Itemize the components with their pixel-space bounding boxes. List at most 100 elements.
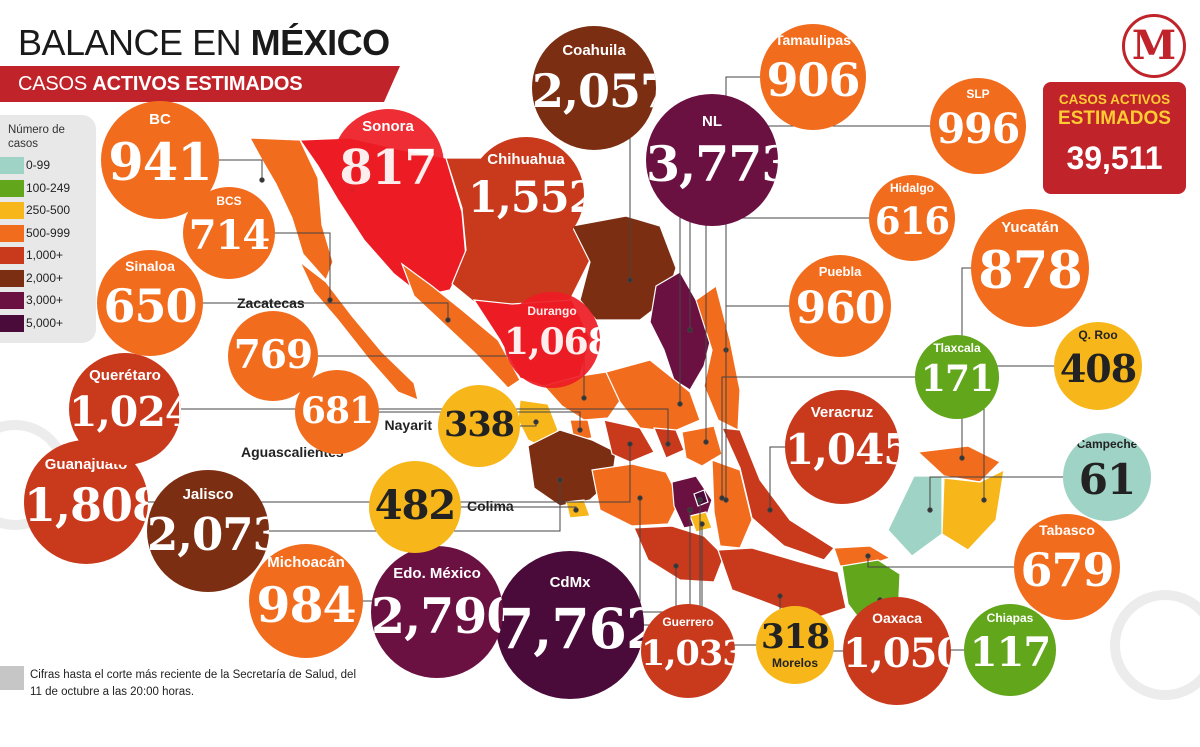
state-value: 171 [920,358,994,401]
leader-dot [719,495,725,501]
subtitle-banner [0,66,400,102]
state-name: Q. Roo [1078,328,1118,343]
leader-dot [637,495,643,501]
legend-label: 250-500 [26,203,71,217]
leader-dot [627,277,633,283]
leader-dot [259,177,265,183]
state-name: Coahuila [562,42,626,60]
state-name: Durango [527,303,577,318]
state-value: 408 [1059,346,1137,392]
state-bubble: 1,033 Guerrero [641,604,735,698]
map-state [916,445,1002,483]
state-name: Colima [467,498,514,514]
state-name: Guerrero [662,615,714,630]
legend-swatch [0,292,24,309]
leader-dot [327,297,333,303]
map-state [400,262,521,389]
leader-dot [777,593,783,599]
state-value: 318 [761,617,830,658]
legend-item: 100-249 [0,178,96,198]
state-name: Zacatecas [237,295,305,311]
legend: Número de casos 0-99 100-249 250-500 500-99… [0,115,96,343]
legend-swatch [0,269,24,287]
state-bubble: 769 [228,311,318,401]
state-value: 984 [256,575,356,634]
leader-dot [557,477,563,483]
state-name: Sinaloa [125,258,175,275]
legend-item: 500-999 [0,223,96,243]
state-name: CdMx [549,573,591,591]
state-name: Hidalgo [890,181,934,196]
state-value: 616 [874,198,950,243]
legend-item: 250-500 [0,200,96,220]
map-state [887,475,943,557]
state-value: 1,552 [468,172,584,223]
state-value: 769 [233,331,313,378]
legend-item: 3,000+ [0,290,96,310]
leader-dot [981,497,987,503]
map-state [633,525,725,583]
leader-dot [687,327,693,333]
state-value: 1,808 [24,478,148,533]
state-bubble: 679 Tabasco [1014,514,1120,620]
state-name: Tabasco [1039,522,1095,539]
state-name: Oaxaca [872,610,922,627]
leader-dot [687,507,693,513]
state-value: 7,762 [496,596,644,662]
legend-swatch [0,247,24,264]
state-bubble: 2,790 Edo. México [371,546,503,678]
legend-label: 5,000+ [26,315,64,330]
state-name: Querétaro [89,366,161,384]
leader-dot [703,439,709,445]
state-name: BCS [216,194,242,209]
footnote: Cifras hasta el corte más reciente de la… [30,669,357,698]
leader-line [721,376,957,498]
state-bubble: 878 Yucatán [971,209,1089,327]
total-value: 39,511 [1066,140,1163,176]
state-bubble: 817 Sonora [332,109,444,221]
leader-dot [627,441,633,447]
leader-dot [665,441,671,447]
leader-dot [959,455,965,461]
leader-dot [533,419,539,425]
leader-dot [577,427,583,433]
legend-item: 2,000+ [0,268,96,288]
legend-swatch [0,314,24,332]
map-state [591,463,681,527]
state-bubble: 1,050 Oaxaca [843,597,951,705]
legend-label: 500-999 [26,225,71,240]
state-bubble: 7,762 CdMx [496,551,644,699]
legend-label: 100-249 [26,180,71,195]
leader-dot [445,317,451,323]
leader-dot [581,395,587,401]
leader-dot [573,507,579,513]
state-bubble: 408 Q. Roo [1054,322,1142,410]
state-bubble: 984 Michoacán [249,544,363,658]
legend-item: 5,000+ [0,313,96,333]
state-value: 960 [795,283,886,335]
state-name: Sonora [362,118,414,136]
map-state [717,547,847,621]
state-bubble: 960 Puebla [789,255,891,357]
legend-label: 3,000+ [26,293,64,307]
state-name: Edo. México [393,564,481,582]
state-bubble: 482 [369,461,461,553]
legend-label: 2,000+ [26,270,64,285]
state-bubble: 2,073 Jalisco [147,470,269,592]
state-bubble: 906 Tamaulipas [760,24,866,130]
legend-swatch [0,224,24,242]
leader-dot [673,563,679,569]
logo-letter: M [1131,22,1177,69]
state-name: Chiapas [986,611,1034,626]
state-value: 1,050 [843,630,951,678]
state-bubble: 171 Tlaxcala [915,335,999,419]
state-bubble: 650 Sinaloa [97,250,203,356]
state-name: Nayarit [384,417,432,433]
state-bubble: 1,045 Veracruz [785,390,899,504]
total-active-cases-box: CASOS ACTIVOS ESTIMADOS 39,511 [1043,82,1186,194]
state-name: Tlaxcala [933,340,981,355]
state-name: SLP [966,86,990,101]
state-value: 1,045 [785,425,899,475]
footnote-marker [0,666,24,690]
state-name: Yucatán [1001,219,1059,237]
